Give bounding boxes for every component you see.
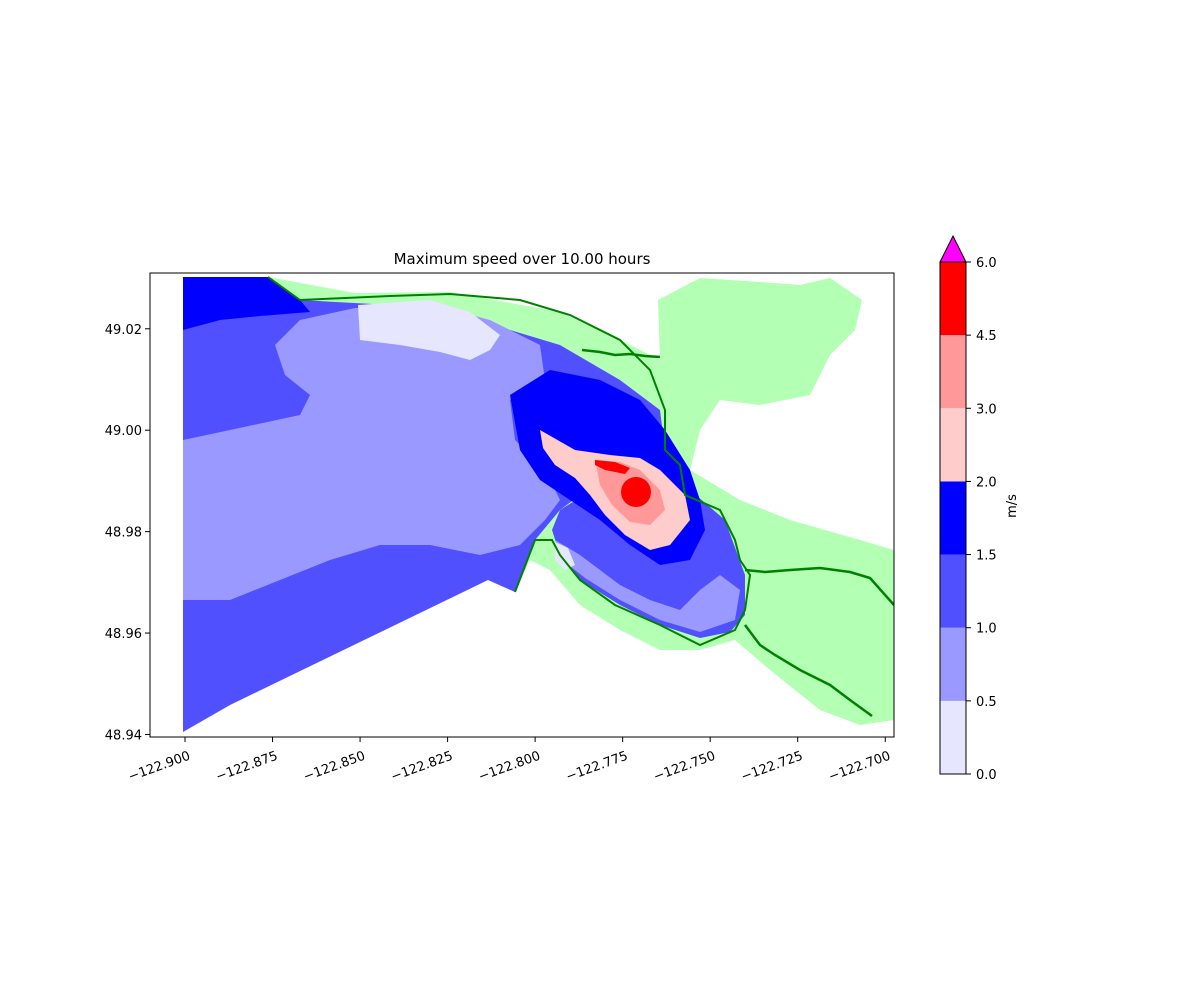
x-tick-label: −122.875 (214, 749, 280, 785)
speed-band-0-0-0-5 (358, 300, 500, 360)
y-tick-label: 48.94 (105, 728, 142, 743)
x-tick-label: −122.850 (302, 749, 368, 785)
colorbar-frame (939, 261, 967, 775)
river-channel-east (744, 566, 894, 606)
river-channel (581, 348, 661, 359)
speed-band-1-5-2-0-northwest (183, 277, 310, 330)
colorbar-tick-label: 0.5 (976, 695, 997, 710)
y-axis: 48.94 48.96 48.98 49.00 49.02 (105, 323, 150, 743)
speed-band-0-5-1-0 (183, 304, 560, 600)
x-tick-label: −122.900 (126, 749, 192, 785)
colorbar-extend-arrow (939, 234, 967, 263)
colorbar-segment (940, 700, 966, 774)
colorbar-segment (940, 554, 966, 628)
plot-frame (149, 272, 895, 738)
colorbar-tick-label: 4.5 (976, 329, 997, 344)
colorbar-tick-label: 1.0 (976, 622, 997, 637)
map-plot-area (183, 276, 894, 732)
colorbar-label: m/s (1005, 494, 1020, 518)
x-tick-label: −122.725 (739, 749, 805, 785)
colorbar-tick-label: 6.0 (976, 256, 997, 271)
speed-band-4-5-6-0-core (621, 477, 651, 507)
speed-band-4-5-6-0-jet (595, 460, 630, 474)
colorbar-tick-label: 1.5 (976, 549, 997, 564)
river-channel-south (744, 624, 873, 718)
colorbar-tick-label: 3.0 (976, 402, 997, 417)
y-tick-label: 48.98 (105, 526, 142, 541)
colorbar-segment (940, 408, 966, 482)
colorbar-segment (940, 262, 966, 336)
colorbar-segment (940, 335, 966, 409)
y-tick-label: 49.02 (105, 323, 142, 338)
x-tick-label: −122.750 (652, 749, 718, 785)
colorbar-tick-label: 0.0 (976, 768, 997, 783)
x-tick-label: −122.800 (477, 749, 543, 785)
y-tick-label: 48.96 (105, 627, 142, 642)
x-tick-label: −122.700 (827, 749, 893, 785)
chart-title: Maximum speed over 10.00 hours (394, 250, 651, 268)
x-tick-label: −122.825 (389, 749, 455, 785)
colorbar-tick-label: 2.0 (976, 475, 997, 490)
colorbar-segment (940, 627, 966, 701)
x-axis: −122.900 −122.875 −122.850 −122.825 −122.800… (126, 737, 893, 785)
x-tick-label: −122.775 (564, 749, 630, 785)
y-tick-label: 49.00 (105, 424, 142, 439)
shoreline (267, 276, 752, 647)
colorbar-segment (940, 481, 966, 555)
colorbar: 0.0 0.5 1.0 1.5 2.0 3.0 4.5 6.0 (939, 234, 997, 783)
speed-band-0-0-0-5-basin (555, 542, 575, 570)
speed-band-0-5-1-0-basin (555, 540, 740, 632)
